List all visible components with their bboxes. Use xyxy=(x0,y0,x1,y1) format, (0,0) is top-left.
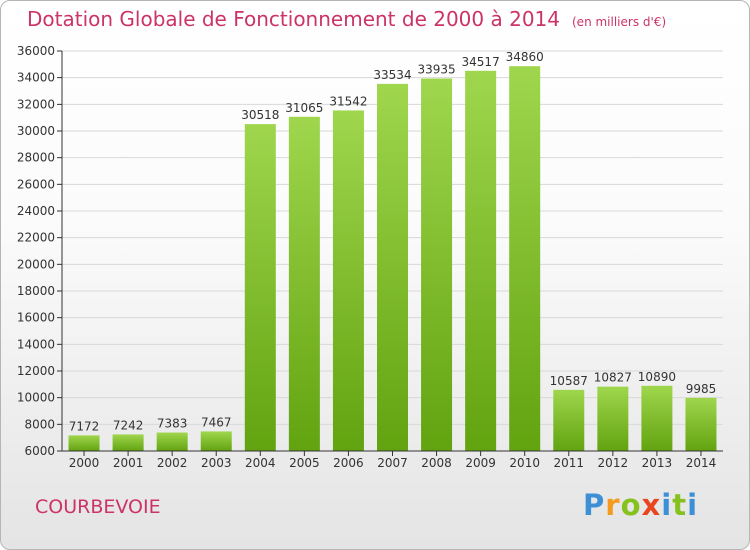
data-label: 33534 xyxy=(373,68,411,82)
x-tick-label: 2013 xyxy=(642,456,673,470)
logo-letter: r xyxy=(605,488,621,522)
y-tick-label: 16000 xyxy=(17,311,55,325)
logo-letter: t xyxy=(672,488,688,522)
y-tick-label: 6000 xyxy=(24,444,55,458)
data-label: 9985 xyxy=(686,382,717,396)
x-tick-label: 2012 xyxy=(598,456,629,470)
bar xyxy=(156,432,188,451)
bar xyxy=(465,70,497,452)
x-tick-label: 2006 xyxy=(333,456,364,470)
data-label: 7383 xyxy=(157,417,188,431)
y-tick-label: 36000 xyxy=(17,44,55,58)
proxiti-logo: Proxiti xyxy=(583,488,698,522)
y-tick-label: 12000 xyxy=(17,364,55,378)
bar xyxy=(332,110,364,451)
x-tick-label: 2003 xyxy=(201,456,232,470)
bar xyxy=(288,116,320,452)
x-tick-label: 2005 xyxy=(289,456,320,470)
data-label: 34517 xyxy=(462,55,500,69)
data-label: 33935 xyxy=(417,63,455,77)
x-tick-label: 2010 xyxy=(509,456,540,470)
data-label: 30518 xyxy=(241,108,279,122)
bar xyxy=(685,397,717,451)
data-label: 31065 xyxy=(285,101,323,115)
y-tick-label: 10000 xyxy=(17,391,55,405)
city-name: COURBEVOIE xyxy=(35,496,161,518)
chart-unit-subtitle: (en milliers d'€) xyxy=(572,15,667,29)
x-tick-label: 2001 xyxy=(113,456,144,470)
x-tick-label: 2014 xyxy=(686,456,717,470)
y-tick-label: 14000 xyxy=(17,337,55,351)
x-tick-label: 2000 xyxy=(69,456,100,470)
x-tick-label: 2009 xyxy=(465,456,496,470)
data-label: 7242 xyxy=(113,418,144,432)
y-tick-label: 20000 xyxy=(17,257,55,271)
data-label: 34860 xyxy=(506,50,544,64)
x-tick-label: 2007 xyxy=(377,456,408,470)
bar xyxy=(244,124,276,452)
x-tick-label: 2002 xyxy=(157,456,188,470)
y-tick-label: 30000 xyxy=(17,124,55,138)
y-tick-label: 28000 xyxy=(17,151,55,165)
y-tick-label: 22000 xyxy=(17,231,55,245)
x-tick-label: 2011 xyxy=(553,456,584,470)
x-tick-label: 2008 xyxy=(421,456,452,470)
data-label: 31542 xyxy=(329,94,367,108)
logo-letter: o xyxy=(620,488,642,522)
x-tick-label: 2004 xyxy=(245,456,276,470)
bar xyxy=(68,435,100,451)
bar xyxy=(200,431,232,451)
bar xyxy=(377,83,408,451)
y-tick-label: 18000 xyxy=(17,284,55,298)
bar xyxy=(112,434,144,451)
data-label: 10827 xyxy=(594,371,632,385)
bar xyxy=(421,78,453,452)
bar xyxy=(641,385,673,451)
bar xyxy=(509,66,541,451)
y-tick-label: 8000 xyxy=(24,417,55,431)
bar xyxy=(597,386,629,451)
logo-letter: i xyxy=(661,488,673,522)
y-tick-label: 32000 xyxy=(17,97,55,111)
data-label: 10890 xyxy=(638,370,676,384)
logo-letter: i xyxy=(687,488,699,522)
bar xyxy=(553,389,585,451)
y-tick-label: 34000 xyxy=(17,71,55,85)
chart-title-text: Dotation Globale de Fonctionnement de 20… xyxy=(27,7,560,31)
data-label: 10587 xyxy=(550,374,588,388)
logo-letter: P xyxy=(583,488,606,522)
y-tick-label: 26000 xyxy=(17,177,55,191)
data-label: 7172 xyxy=(69,419,100,433)
data-label: 7467 xyxy=(201,415,232,429)
chart-title: Dotation Globale de Fonctionnement de 20… xyxy=(27,7,666,31)
logo-letter: x xyxy=(641,488,662,522)
y-tick-label: 24000 xyxy=(17,204,55,218)
